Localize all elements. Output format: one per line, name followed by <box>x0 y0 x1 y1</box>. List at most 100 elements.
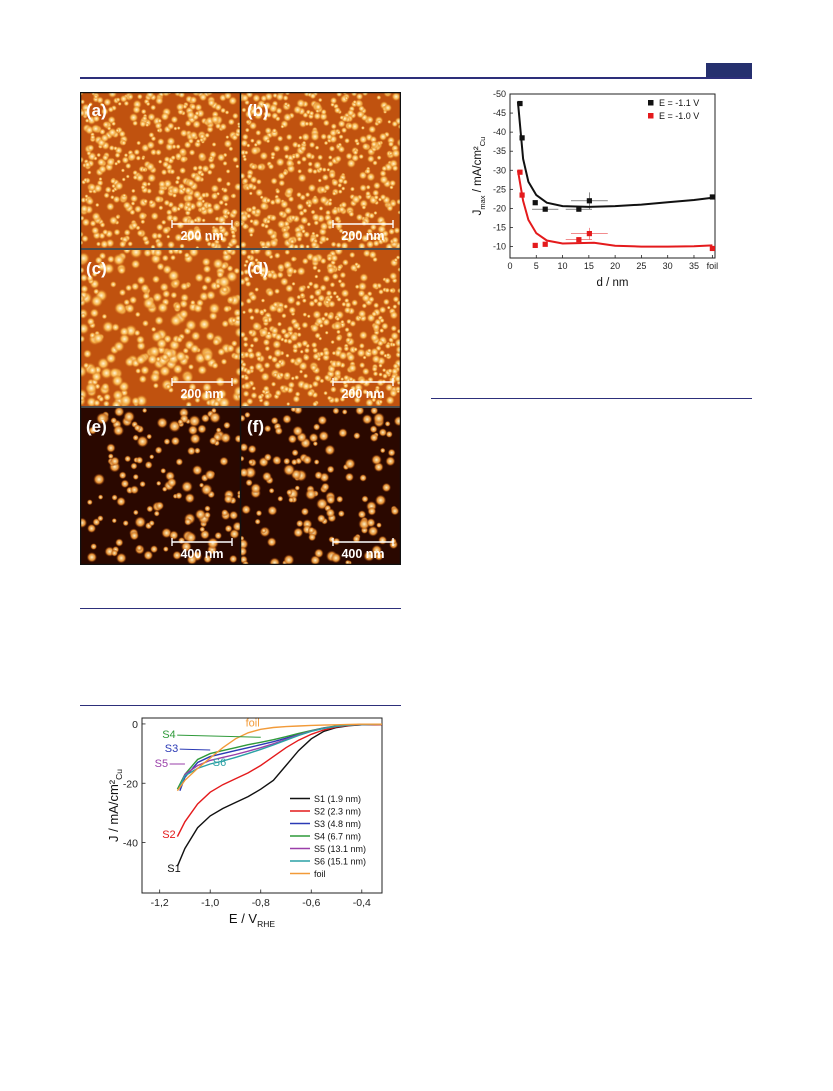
rule-left-1 <box>80 608 401 609</box>
header-rule <box>80 77 752 79</box>
curve-label-s2: S2 <box>162 829 175 841</box>
fit-curve <box>516 170 713 248</box>
rule-left-2 <box>80 705 401 706</box>
data-point <box>517 169 523 175</box>
afm-panel-a: (a) 200 nm <box>80 92 240 248</box>
x-tick-label: 20 <box>610 261 620 271</box>
legend-label: E = -1.1 V <box>659 98 699 108</box>
y-tick-label: -10 <box>493 242 506 252</box>
afm-panel-b: (b) 200 nm <box>241 92 401 248</box>
afm-figure: (a) 200 nm (b) 200 nm (c) 200 nm (d) 200 nm (e) 4… <box>80 92 401 565</box>
x-axis-label: E / VRHE <box>229 911 275 929</box>
afm-panel-e: (e) 400 nm <box>80 408 240 565</box>
legend-label: foil <box>314 869 326 879</box>
data-point <box>709 194 715 200</box>
x-tick-label: -0,8 <box>252 897 270 909</box>
series-e-1-1v: E = -1.1 V <box>516 98 715 212</box>
afm-scale-label: 200 nm <box>341 229 384 243</box>
x-tick-label: -0,4 <box>353 897 371 909</box>
jmax-chart: 0 5 10 15 20 25 30 35 foil -50 -45 -40 -35 -30 -25 -20 -… <box>472 89 719 289</box>
legend-label: S5 (13.1 nm) <box>314 844 366 854</box>
data-point <box>576 237 582 243</box>
data-point <box>586 198 592 204</box>
afm-scale-label: 400 nm <box>341 547 384 561</box>
afm-panel-label: (a) <box>86 101 107 120</box>
data-point <box>532 200 538 206</box>
fit-curve <box>516 101 713 208</box>
x-tick-label: 30 <box>663 261 673 271</box>
x-tick-label: 5 <box>534 261 539 271</box>
lsv-chart: -1,2 -1,0 -0,8 -0,6 -0,4 0 -20 -40 E / VRHE J / m… <box>106 717 383 929</box>
curve-label-s5: S5 <box>155 758 168 770</box>
plot-frame <box>509 93 716 259</box>
x-tick-label: 25 <box>636 261 646 271</box>
curve-s6 <box>179 723 383 787</box>
afm-panel-label: (b) <box>247 101 269 120</box>
y-tick-label: -40 <box>123 838 138 850</box>
x-tick-label: -1,2 <box>151 897 169 909</box>
curve-label-s3: S3 <box>165 743 178 755</box>
legend-marker <box>648 113 654 119</box>
y-tick-label: -20 <box>123 778 138 790</box>
afm-frame <box>80 92 401 565</box>
legend-marker <box>648 100 654 106</box>
y-tick-label: -25 <box>493 184 506 194</box>
afm-panel-label: (f) <box>247 417 264 436</box>
y-tick-label: -50 <box>493 89 506 99</box>
y-tick-label: -30 <box>493 165 506 175</box>
afm-panel-d: (d) 200 nm <box>241 250 401 406</box>
rule-right-1 <box>431 398 752 399</box>
afm-panel-label: (e) <box>86 417 107 436</box>
legend-label: S4 (6.7 nm) <box>314 832 361 842</box>
curve-label-s4: S4 <box>162 729 175 741</box>
y-tick-label: -15 <box>493 222 506 232</box>
curve-label-s6: S6 <box>213 757 226 769</box>
legend-label: S6 (15.1 nm) <box>314 857 366 867</box>
y-tick-label: -20 <box>493 203 506 213</box>
x-tick-label: 35 <box>689 261 699 271</box>
data-point <box>542 241 548 247</box>
curve-label-foil: foil <box>246 717 260 729</box>
legend-label: S1 (1.9 nm) <box>314 794 361 804</box>
afm-scale-label: 200 nm <box>341 387 384 401</box>
afm-panel-label: (c) <box>86 259 107 278</box>
afm-scale-label: 400 nm <box>180 547 223 561</box>
data-point <box>542 206 548 212</box>
x-tick-label: 15 <box>584 261 594 271</box>
afm-panel-label: (d) <box>247 259 269 278</box>
afm-scale-label: 200 nm <box>180 229 223 243</box>
x-tick-label: 10 <box>558 261 568 271</box>
data-point <box>519 135 525 141</box>
x-tick-label: 0 <box>507 261 512 271</box>
y-tick-label: -40 <box>493 127 506 137</box>
data-point <box>709 245 715 252</box>
legend-label: S3 (4.8 nm) <box>314 819 361 829</box>
x-tick-label: -1,0 <box>201 897 219 909</box>
y-tick-label: -35 <box>493 146 506 156</box>
curve-s4 <box>176 723 383 790</box>
afm-panel-f: (f) 400 nm <box>241 408 401 565</box>
data-point <box>517 100 523 107</box>
data-point <box>519 192 525 198</box>
data-point <box>586 230 592 237</box>
afm-scale-label: 200 nm <box>180 387 223 401</box>
x-tick-label: foil <box>707 261 719 271</box>
y-tick-label: 0 <box>132 719 138 731</box>
legend-label: E = -1.0 V <box>659 111 699 121</box>
y-axis-label: Jmax / mA/cm²Cu <box>472 137 487 216</box>
series-e-1-0v: E = -1.0 V <box>516 111 715 252</box>
y-axis-label: J / mA/cm²Cu <box>106 769 124 842</box>
header-tab <box>706 63 752 78</box>
data-point <box>576 206 582 212</box>
data-point <box>532 242 538 249</box>
y-tick-label: -45 <box>493 108 506 118</box>
plot-frame <box>141 717 383 894</box>
legend-label: S2 (2.3 nm) <box>314 807 361 817</box>
curve-foil <box>176 723 382 792</box>
x-tick-label: -0,6 <box>302 897 320 909</box>
curve-label-s1: S1 <box>167 863 180 875</box>
curve-label-leader <box>179 748 211 751</box>
curve-label-leader <box>177 734 261 738</box>
x-axis-label: d / nm <box>597 277 629 289</box>
afm-panel-c: (c) 200 nm <box>80 250 240 406</box>
